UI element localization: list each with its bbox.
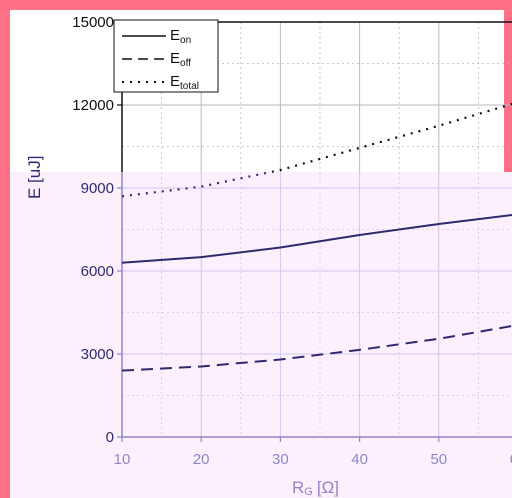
tick-labels: 0 3000 6000 9000 12000 15000 10 20 30 40 50 60 <box>72 14 512 468</box>
legend-etotal-main: E <box>170 73 180 90</box>
y-tick-label: 15000 <box>72 14 114 31</box>
legend-box <box>113 19 219 93</box>
series-upper-layer <box>265 102 512 172</box>
x-axis-title-sub: G <box>304 486 313 498</box>
series-lower-layer <box>121 172 512 372</box>
x-tick-label: 10 <box>114 451 131 468</box>
upper-panel-background <box>10 10 504 182</box>
legend-label-eoff: Eoff <box>170 50 191 69</box>
y-tick-label: 0 <box>106 429 114 446</box>
x-tick-label: 40 <box>351 451 368 468</box>
legend-eoff-main: E <box>170 50 180 67</box>
y-tick-label: 3000 <box>81 346 114 363</box>
axes <box>117 21 512 442</box>
lower-grid <box>122 172 512 437</box>
x-tick-label: 20 <box>193 451 210 468</box>
legend-eoff-sub: off <box>180 58 191 69</box>
series-e-on-line-lower <box>121 214 512 264</box>
x-axis-title-main: R <box>292 478 304 497</box>
x-tick-label: 30 <box>272 451 289 468</box>
x-tick-label: 60 <box>510 451 512 468</box>
legend-label-eon: Eon <box>170 27 191 46</box>
series-e-total-line-upper <box>265 102 512 172</box>
legend-etotal-sub: total <box>180 81 199 92</box>
y-axis-title: E [uJ] <box>25 156 44 199</box>
x-axis-title: RG [Ω] <box>292 478 339 498</box>
y-tick-label: 12000 <box>72 97 114 114</box>
legend: Eon Eoff Etotal <box>113 19 219 93</box>
legend-eon-sub: on <box>180 35 191 46</box>
x-tick-label: 50 <box>430 451 447 468</box>
legend-label-etotal: Etotal <box>170 73 199 92</box>
y-tick-label: 9000 <box>81 180 114 197</box>
y-tick-label: 6000 <box>81 263 114 280</box>
lower-panel-background <box>10 172 512 498</box>
legend-eon-main: E <box>170 27 180 44</box>
x-axis-title-unit: [Ω] <box>317 478 339 497</box>
series-e-off-line-lower <box>121 324 512 372</box>
